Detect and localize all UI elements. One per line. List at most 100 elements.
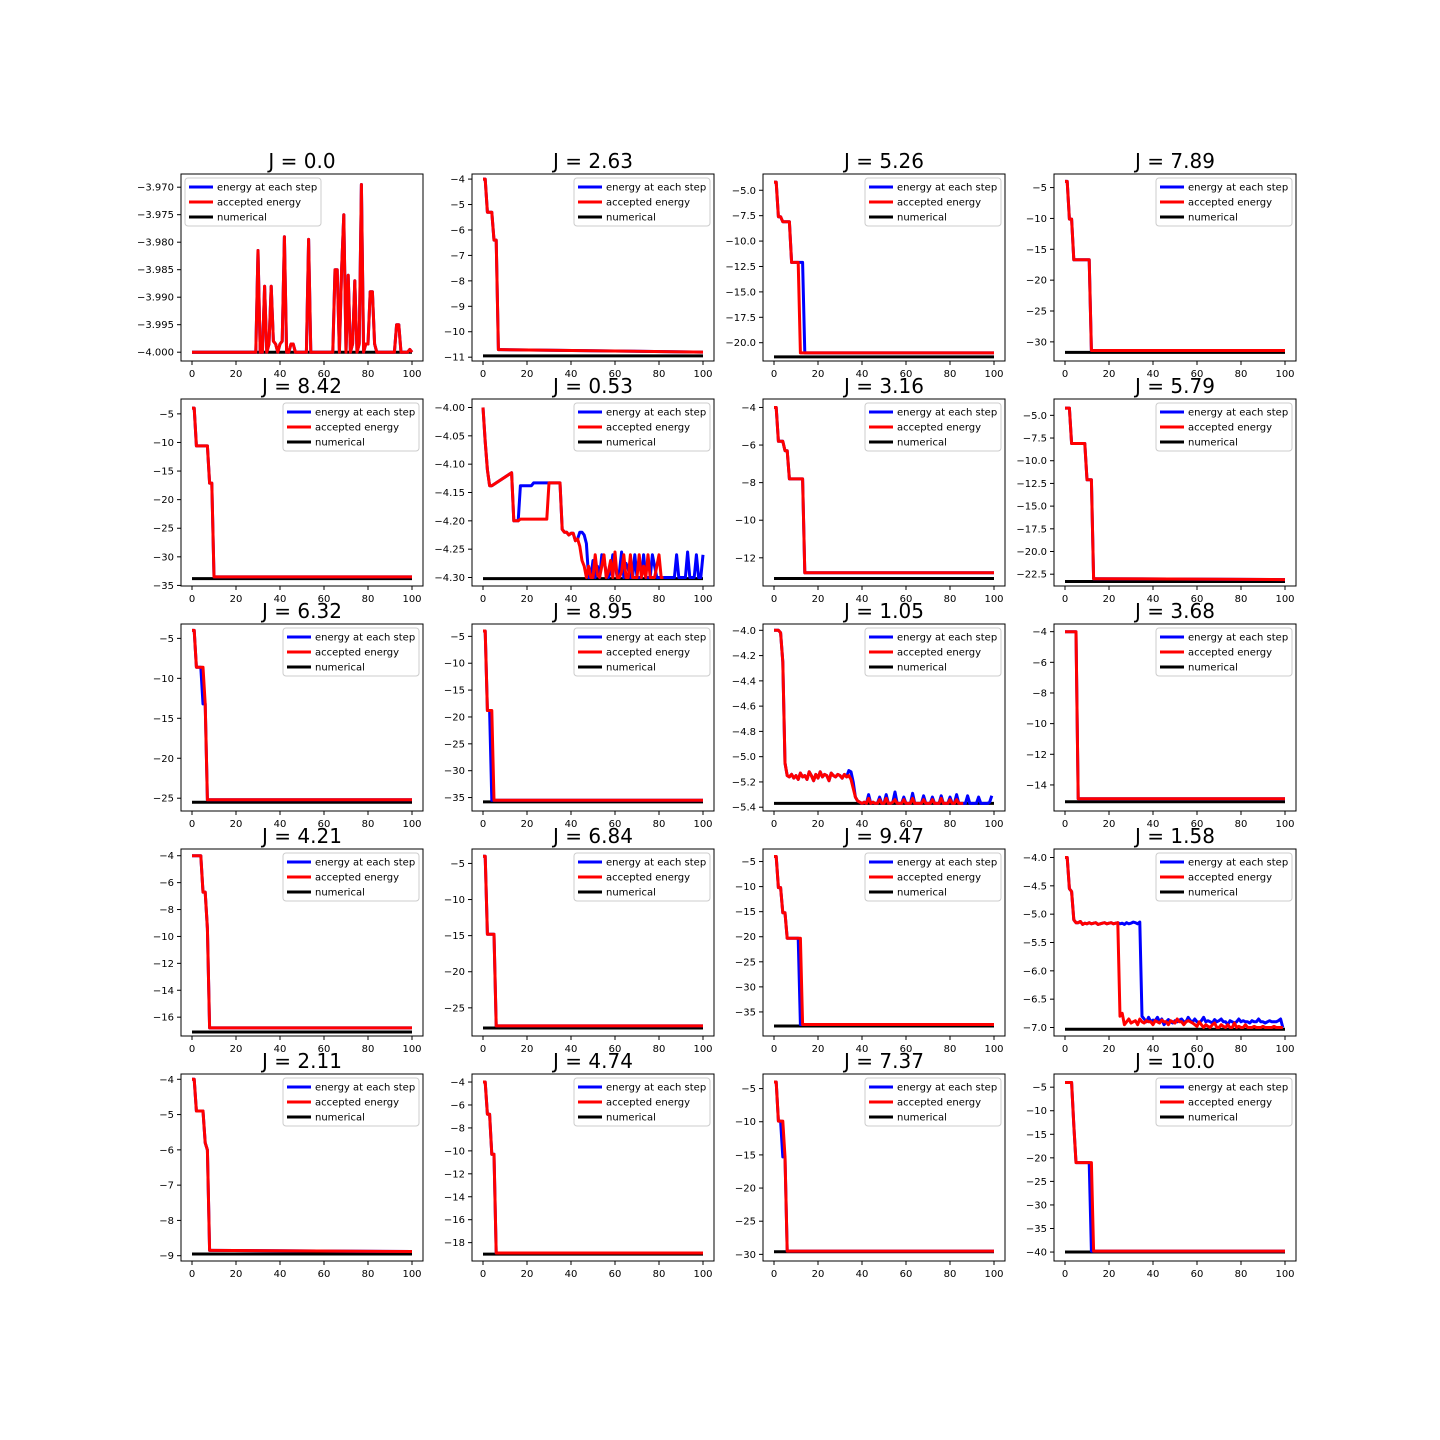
x-tick-label: 60 bbox=[900, 369, 913, 380]
x-tick-label: 60 bbox=[609, 819, 622, 830]
accepted-series-line bbox=[774, 855, 994, 1026]
x-tick-label: 80 bbox=[944, 1044, 957, 1055]
subplot-grid: 0 20 40 60 80 100 −3.970 −3.975 −3.980 −3.985 −3.9… bbox=[137, 149, 1297, 1280]
subplot: 0 20 40 60 80 100 −5 −10 −15 −20 −25 −30 −35 J = 8.95… bbox=[444, 599, 715, 830]
y-tick-label: −4.00 bbox=[434, 403, 465, 414]
x-tick-label: 100 bbox=[1275, 594, 1294, 605]
y-tick-label: −12.5 bbox=[725, 262, 756, 273]
legend-label: accepted energy bbox=[315, 648, 399, 659]
y-tick-label: −4.10 bbox=[434, 460, 465, 471]
legend-box bbox=[573, 627, 711, 677]
x-tick-label: 20 bbox=[230, 1044, 243, 1055]
y-tick-label: −10 bbox=[1026, 214, 1047, 225]
y-tick-label: −4.05 bbox=[434, 431, 465, 442]
legend-label: energy at each step bbox=[897, 1083, 997, 1094]
y-tick-label: −7.5 bbox=[1023, 434, 1047, 445]
x-tick-label: 100 bbox=[984, 819, 1003, 830]
legend: energy at each step accepted energy numeri… bbox=[1155, 627, 1293, 677]
y-tick-label: −16 bbox=[444, 1215, 465, 1226]
x-tick-label: 80 bbox=[653, 369, 666, 380]
y-tick-label: −14 bbox=[153, 986, 174, 997]
subplot-title: J = 6.32 bbox=[260, 599, 342, 623]
plot-area bbox=[1065, 630, 1285, 804]
energy-series-line bbox=[481, 407, 705, 579]
subplot-title: J = 8.42 bbox=[260, 374, 342, 398]
x-tick-label: 40 bbox=[565, 1269, 578, 1280]
legend-label: accepted energy bbox=[606, 198, 690, 209]
y-tick-label: −5.2 bbox=[732, 777, 756, 788]
plot-area bbox=[1065, 856, 1285, 1031]
x-tick-label: 60 bbox=[1191, 819, 1204, 830]
legend-label: numerical bbox=[606, 663, 656, 674]
legend-box bbox=[282, 852, 420, 902]
x-tick-label: 60 bbox=[609, 1269, 622, 1280]
accepted-series-line bbox=[483, 1080, 703, 1255]
subplot: 0 20 40 60 80 100 −5 −10 −15 −20 −25 −30 −35 J = 8.42… bbox=[153, 374, 424, 605]
y-tick-label: −8 bbox=[159, 905, 174, 916]
y-tick-label: −10 bbox=[444, 895, 465, 906]
legend-label: accepted energy bbox=[315, 873, 399, 884]
x-tick-label: 100 bbox=[402, 819, 421, 830]
y-tick-label: −4.8 bbox=[732, 727, 756, 738]
legend-label: energy at each step bbox=[606, 1083, 706, 1094]
plot-area bbox=[1065, 406, 1286, 583]
y-tick-label: −25 bbox=[735, 957, 756, 968]
y-tick-label: −22.5 bbox=[1016, 570, 1047, 581]
x-tick-label: 0 bbox=[480, 819, 486, 830]
x-tick-label: 20 bbox=[812, 1044, 825, 1055]
x-tick-label: 0 bbox=[1062, 1044, 1068, 1055]
y-tick-label: −15.0 bbox=[1016, 502, 1047, 513]
subplot: 0 20 40 60 80 100 −4 −6 −8 −10 −12 −14 J = 3.68 energ… bbox=[1026, 599, 1297, 830]
legend-label: numerical bbox=[897, 1113, 947, 1124]
x-tick-label: 60 bbox=[609, 369, 622, 380]
legend-box bbox=[1155, 402, 1293, 452]
y-tick-label: −10.0 bbox=[725, 237, 756, 248]
legend-label: accepted energy bbox=[1188, 648, 1272, 659]
y-tick-label: −4.25 bbox=[434, 545, 465, 556]
y-tick-label: −6 bbox=[741, 441, 756, 452]
accepted-series-line bbox=[1065, 1081, 1285, 1253]
y-tick-label: −12 bbox=[735, 553, 756, 564]
y-tick-label: −5 bbox=[159, 1110, 174, 1121]
x-tick-label: 80 bbox=[1235, 819, 1248, 830]
subplot-title: J = 10.0 bbox=[1133, 1049, 1215, 1073]
y-tick-label: −4 bbox=[159, 851, 174, 862]
x-tick-label: 80 bbox=[1235, 369, 1248, 380]
y-tick-label: −4.6 bbox=[732, 702, 756, 713]
x-tick-label: 0 bbox=[189, 1044, 195, 1055]
legend: energy at each step accepted energy numeri… bbox=[282, 402, 420, 452]
x-tick-label: 40 bbox=[1147, 1269, 1160, 1280]
legend-box bbox=[1155, 627, 1293, 677]
x-tick-label: 40 bbox=[1147, 1044, 1160, 1055]
plot-area bbox=[774, 1080, 994, 1254]
y-tick-label: −25 bbox=[1026, 1177, 1047, 1188]
y-tick-label: −15.0 bbox=[725, 287, 756, 298]
x-tick-label: 0 bbox=[1062, 1269, 1068, 1280]
y-tick-label: −8 bbox=[450, 1123, 465, 1134]
subplot: 0 20 40 60 80 100 −4 −6 −8 −10 −12 −14 −16 −18 J = 4.7… bbox=[444, 1049, 715, 1280]
subplot-title: J = 1.58 bbox=[1133, 824, 1215, 848]
y-tick-label: −17.5 bbox=[1016, 524, 1047, 535]
y-tick-label: −4.15 bbox=[434, 488, 465, 499]
x-tick-label: 80 bbox=[362, 1269, 375, 1280]
legend-box bbox=[573, 177, 711, 227]
legend: energy at each step accepted energy numeri… bbox=[573, 852, 711, 902]
subplot: 0 20 40 60 80 100 −4.00 −4.05 −4.10 −4.15 −4.20 −4.… bbox=[434, 374, 715, 605]
y-tick-label: −3.990 bbox=[137, 293, 174, 304]
y-tick-label: −12 bbox=[153, 959, 174, 970]
y-tick-label: −5 bbox=[159, 409, 174, 420]
x-tick-label: 40 bbox=[565, 594, 578, 605]
plot-area bbox=[481, 407, 705, 581]
x-tick-label: 80 bbox=[944, 594, 957, 605]
y-tick-label: −5 bbox=[159, 634, 174, 645]
legend-box bbox=[864, 852, 1002, 902]
y-tick-label: −4 bbox=[741, 403, 756, 414]
y-tick-label: −30 bbox=[444, 766, 465, 777]
legend-box bbox=[1155, 1077, 1293, 1127]
subplot: 0 20 40 60 80 100 −4 −6 −8 −10 −12 J = 3.16 energy a… bbox=[735, 374, 1006, 605]
legend-label: energy at each step bbox=[1188, 633, 1288, 644]
accepted-series-line bbox=[481, 407, 664, 579]
plot-area bbox=[1065, 179, 1285, 354]
subplot-title: J = 6.84 bbox=[551, 824, 633, 848]
plot-area bbox=[192, 183, 414, 354]
